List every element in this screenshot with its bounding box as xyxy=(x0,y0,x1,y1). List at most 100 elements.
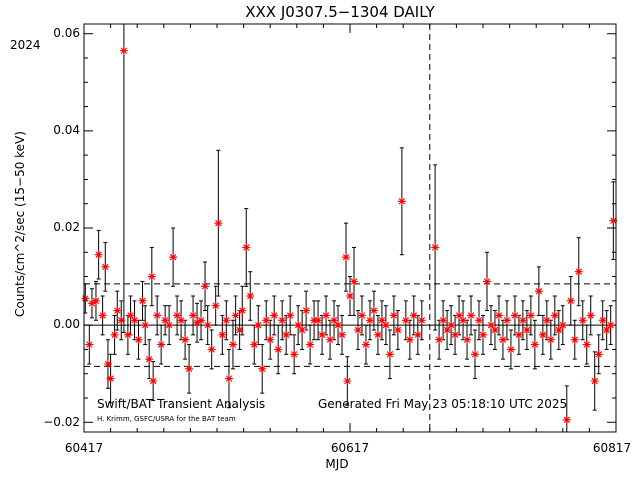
data-point-marker xyxy=(526,311,535,320)
data-point-marker xyxy=(101,262,110,271)
data-point-marker xyxy=(443,326,452,334)
data-point-marker xyxy=(439,316,448,325)
data-point-marker xyxy=(455,311,464,320)
y-tick-label: 0.00 xyxy=(53,317,80,331)
data-point-marker xyxy=(459,316,468,325)
data-point-marker xyxy=(447,321,456,330)
data-point-marker xyxy=(98,311,107,320)
data-point-marker xyxy=(594,350,603,359)
data-point-marker xyxy=(242,243,251,252)
data-point-marker xyxy=(149,377,158,385)
data-point-marker xyxy=(207,345,216,354)
annotation-credit: H. Krimm, GSFC/USRA for the BAT team xyxy=(97,415,236,423)
data-point-marker xyxy=(385,350,394,359)
data-point-marker xyxy=(103,360,112,368)
data-point-marker xyxy=(349,277,358,286)
data-point-marker xyxy=(389,311,398,320)
data-point-marker xyxy=(463,335,472,344)
data-point-marker xyxy=(117,316,126,325)
annotation-left: Swift/BAT Transient Analysis xyxy=(97,397,265,411)
data-point-marker xyxy=(393,326,402,334)
data-point-marker xyxy=(185,364,194,373)
data-point-marker xyxy=(510,311,519,320)
data-point-marker xyxy=(173,311,182,320)
y-tick-label: 0.02 xyxy=(53,220,80,234)
y-tick-labels: −0.02 0.00 0.02 0.04 0.06 xyxy=(43,26,80,429)
data-markers xyxy=(81,46,618,424)
data-point-marker xyxy=(294,321,303,330)
data-point-marker xyxy=(85,340,94,349)
data-point-marker xyxy=(201,282,210,291)
x-axis-label: MJD xyxy=(325,457,348,471)
data-point-marker xyxy=(203,321,212,330)
data-point-marker xyxy=(397,197,406,206)
data-point-marker xyxy=(254,321,263,330)
data-point-marker xyxy=(562,415,571,424)
data-point-marker xyxy=(113,306,122,315)
data-point-marker xyxy=(357,311,366,320)
data-point-marker xyxy=(81,294,90,303)
data-point-marker xyxy=(606,321,615,330)
data-point-marker xyxy=(270,311,279,320)
data-point-marker xyxy=(490,326,499,334)
data-point-marker xyxy=(231,311,240,320)
data-point-marker xyxy=(250,340,259,349)
data-point-marker xyxy=(169,253,178,262)
data-point-marker xyxy=(566,296,575,305)
reference-lines xyxy=(84,24,616,432)
data-point-marker xyxy=(550,311,559,320)
year-label: 2024 xyxy=(10,38,41,52)
data-point-marker xyxy=(326,335,335,344)
annotation-right: Generated Fri May 23 05:18:10 UTC 2025 xyxy=(318,397,567,411)
y-tick-label: −0.02 xyxy=(43,415,80,429)
error-bars xyxy=(83,23,616,433)
data-point-marker xyxy=(538,330,547,339)
data-point-marker xyxy=(609,216,618,225)
data-point-marker xyxy=(342,253,351,262)
data-point-marker xyxy=(475,316,484,325)
data-point-marker xyxy=(189,311,198,320)
data-point-marker xyxy=(134,335,143,344)
data-point-marker xyxy=(401,316,410,325)
data-point-marker xyxy=(542,316,551,325)
data-point-marker xyxy=(177,316,186,325)
data-point-marker xyxy=(130,316,139,325)
data-point-marker xyxy=(369,306,378,315)
data-point-marker xyxy=(365,316,374,325)
axis-ticks xyxy=(83,24,617,432)
data-point-marker xyxy=(123,330,132,339)
data-point-marker xyxy=(479,330,487,339)
data-point-marker xyxy=(353,326,362,334)
data-point-marker xyxy=(506,345,515,354)
data-point-marker xyxy=(286,311,295,320)
data-point-marker xyxy=(502,316,511,325)
data-point-marker xyxy=(94,250,103,259)
data-point-marker xyxy=(451,330,460,339)
data-point-marker xyxy=(530,340,539,349)
data-point-marker xyxy=(338,330,347,339)
data-point-marker xyxy=(346,292,354,300)
data-point-marker xyxy=(582,340,591,349)
data-point-marker xyxy=(228,340,237,349)
data-point-marker xyxy=(361,340,370,349)
data-point-marker xyxy=(258,364,267,373)
data-point-marker xyxy=(318,330,327,339)
data-point-marker xyxy=(119,46,128,55)
data-point-marker xyxy=(218,330,227,339)
data-point-marker xyxy=(145,355,154,364)
data-point-marker xyxy=(494,311,503,320)
data-point-marker xyxy=(467,311,476,320)
x-tick-label: 60817 xyxy=(593,441,631,455)
data-point-marker xyxy=(578,316,587,325)
data-point-marker xyxy=(482,277,491,286)
data-point-marker xyxy=(314,316,323,325)
x-tick-label: 60617 xyxy=(331,441,369,455)
data-point-marker xyxy=(546,335,555,344)
x-tick-label: 60417 xyxy=(65,441,103,455)
data-point-marker xyxy=(417,316,426,325)
data-point-marker xyxy=(590,377,599,385)
data-point-marker xyxy=(602,326,611,334)
data-point-marker xyxy=(224,374,233,383)
data-point-marker xyxy=(91,296,100,305)
data-point-marker xyxy=(214,219,223,228)
